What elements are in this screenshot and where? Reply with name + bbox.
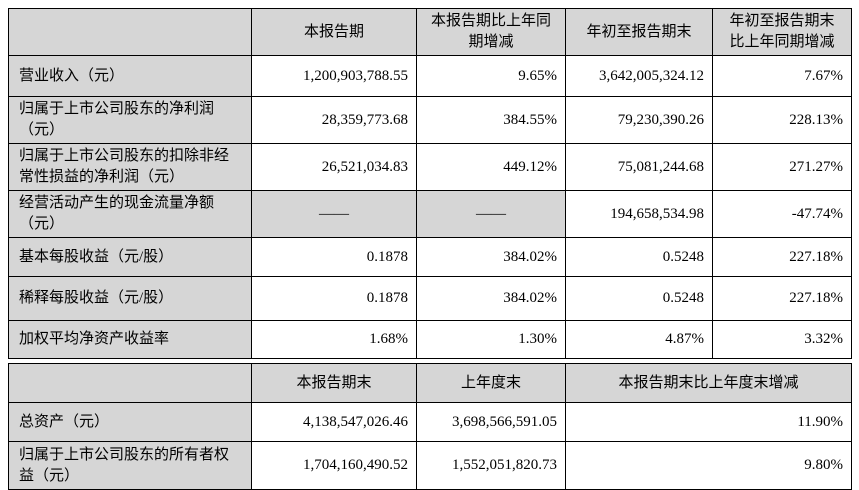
table-header-row: 本报告期末 上年度末 本报告期末比上年度末增减 (8, 363, 853, 403)
financial-summary-page: 本报告期 本报告期比上年同期增减 年初至报告期末 年初至报告期末比上年同期增减 … (8, 8, 853, 490)
row-label: 归属于上市公司股东的扣除非经常性损益的净利润（元） (8, 143, 252, 191)
cell-value: 9.65% (416, 55, 566, 97)
cell-value: 0.5248 (565, 276, 713, 321)
column-header-current-period: 本报告期 (251, 8, 417, 56)
table-row-operating-cash-flow: 经营活动产生的现金流量净额（元） —— —— 194,658,534.98 -4… (8, 190, 852, 238)
cell-value: 9.80% (564, 441, 853, 490)
column-header-blank (8, 363, 252, 403)
cell-value: 3,698,566,591.05 (416, 402, 566, 442)
column-header-period-end: 本报告期末 (251, 363, 417, 403)
cell-value: 4,138,547,026.46 (251, 402, 417, 442)
cell-value: 28,359,773.68 (251, 96, 417, 144)
row-label: 归属于上市公司股东的净利润（元） (8, 96, 252, 144)
table-row-weighted-avg-roe: 加权平均净资产收益率 1.68% 1.30% 4.87% 3.32% (8, 320, 852, 359)
cell-value: 3,642,005,324.12 (565, 55, 713, 97)
row-label: 基本每股收益（元/股） (8, 237, 252, 277)
row-label: 归属于上市公司股东的所有者权益（元） (8, 441, 252, 490)
table-row-shareholders-equity: 归属于上市公司股东的所有者权益（元） 1,704,160,490.52 1,55… (8, 441, 853, 490)
cell-value: 3.32% (712, 320, 852, 359)
row-label: 总资产（元） (8, 402, 252, 442)
column-header-prior-year-end: 上年度末 (416, 363, 566, 403)
column-header-blank (8, 8, 252, 56)
cell-value: 1,200,903,788.55 (251, 55, 417, 97)
row-label: 加权平均净资产收益率 (8, 320, 252, 359)
column-header-ytd: 年初至报告期末 (565, 8, 713, 56)
period-end-indicators-table: 本报告期末 上年度末 本报告期末比上年度末增减 总资产（元） 4,138,547… (8, 363, 853, 490)
cell-value: 0.1878 (251, 276, 417, 321)
cell-value: 1,552,051,820.73 (416, 441, 566, 490)
cell-value: 1.30% (416, 320, 566, 359)
cell-value: 1,704,160,490.52 (251, 441, 417, 490)
cell-value: 79,230,390.26 (565, 96, 713, 144)
table-header-row: 本报告期 本报告期比上年同期增减 年初至报告期末 年初至报告期末比上年同期增减 (8, 8, 852, 56)
cell-value: 11.90% (564, 402, 853, 442)
cell-value: 7.67% (712, 55, 852, 97)
cell-value: 384.02% (416, 276, 566, 321)
cell-value: 227.18% (712, 276, 852, 321)
cell-value: 384.02% (416, 237, 566, 277)
column-header-period-yoy-change: 本报告期比上年同期增减 (416, 8, 566, 56)
cell-value: 227.18% (712, 237, 852, 277)
table-row-total-assets: 总资产（元） 4,138,547,026.46 3,698,566,591.05… (8, 402, 853, 442)
cell-value: 0.5248 (565, 237, 713, 277)
cell-value: 228.13% (712, 96, 852, 144)
cell-value: 271.27% (712, 143, 852, 191)
cell-value: 0.1878 (251, 237, 417, 277)
row-label: 营业收入（元） (8, 55, 252, 97)
cell-value: 194,658,534.98 (565, 190, 713, 238)
cell-value: 1.68% (251, 320, 417, 359)
table-row-net-profit: 归属于上市公司股东的净利润（元） 28,359,773.68 384.55% 7… (8, 96, 852, 144)
column-header-ytd-yoy-change: 年初至报告期末比上年同期增减 (712, 8, 852, 56)
row-label: 经营活动产生的现金流量净额（元） (8, 190, 252, 238)
table-row-basic-eps: 基本每股收益（元/股） 0.1878 384.02% 0.5248 227.18… (8, 237, 852, 277)
table-row-diluted-eps: 稀释每股收益（元/股） 0.1878 384.02% 0.5248 227.18… (8, 276, 852, 321)
row-label: 稀释每股收益（元/股） (8, 276, 252, 321)
cell-value: -47.74% (712, 190, 852, 238)
cell-value: 449.12% (416, 143, 566, 191)
period-indicators-table: 本报告期 本报告期比上年同期增减 年初至报告期末 年初至报告期末比上年同期增减 … (8, 8, 852, 359)
table-row-net-profit-excl-nonrecurring: 归属于上市公司股东的扣除非经常性损益的净利润（元） 26,521,034.83 … (8, 143, 852, 191)
cell-value: 26,521,034.83 (251, 143, 417, 191)
cell-value: 75,081,244.68 (565, 143, 713, 191)
cell-value: 384.55% (416, 96, 566, 144)
cell-value-dash: —— (251, 190, 417, 238)
cell-value-dash: —— (416, 190, 566, 238)
cell-value: 4.87% (565, 320, 713, 359)
column-header-period-end-change: 本报告期末比上年度末增减 (564, 363, 853, 403)
table-row-revenue: 营业收入（元） 1,200,903,788.55 9.65% 3,642,005… (8, 55, 852, 97)
